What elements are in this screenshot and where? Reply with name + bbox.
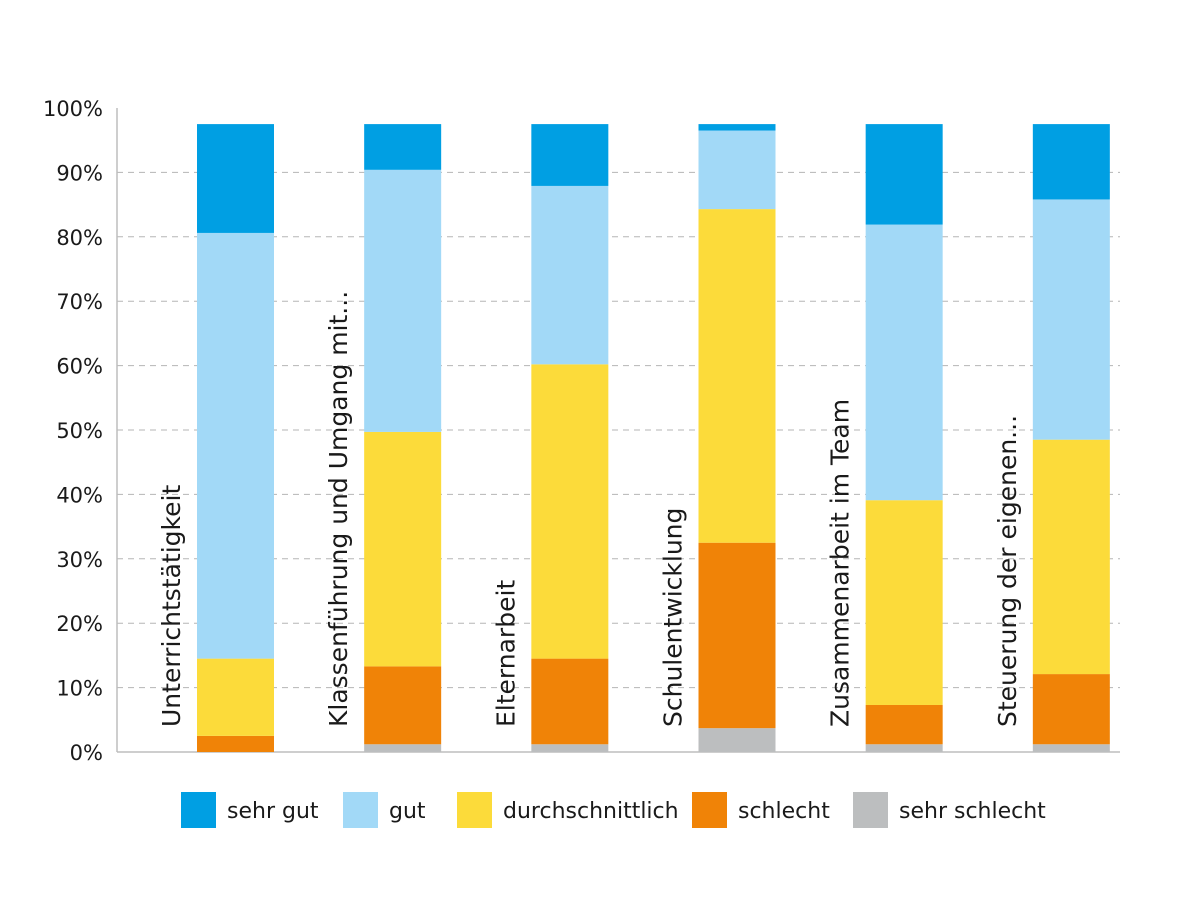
bar-segment-sehr-schlecht xyxy=(364,744,442,752)
y-tick-label: 90% xyxy=(56,161,103,185)
y-axis-ticks: 0% 10% 20% 30% 40% 50% 60% 70% 80% 90% 100% xyxy=(43,97,103,765)
bar-segment-schlecht xyxy=(865,704,943,745)
y-tick-label: 50% xyxy=(56,419,103,443)
y-tick-label: 30% xyxy=(56,548,103,572)
bar-segment-durchschnittlich xyxy=(698,209,776,543)
category-label: Klassenführung und Umgang mit... xyxy=(324,291,353,727)
bar-segment-gut xyxy=(197,232,274,659)
bar-segment-sehr-schlecht xyxy=(698,728,776,752)
bar-segment-gut xyxy=(865,224,943,501)
bar-segment-durchschnittlich xyxy=(1032,439,1110,675)
bar-segment-sehr-gut xyxy=(865,124,943,225)
bar-segment-sehr-schlecht xyxy=(865,744,943,752)
legend-swatch-sehr-gut xyxy=(181,792,216,828)
legend-label-sehr-schlecht: sehr schlecht xyxy=(899,799,1046,824)
bar-segment-durchschnittlich xyxy=(364,431,442,667)
bars xyxy=(197,124,1110,752)
bar-segment-schlecht xyxy=(364,666,442,745)
bar-segment-sehr-gut xyxy=(1032,124,1110,200)
bar-segment-sehr-gut xyxy=(197,124,274,233)
bar-segment-schlecht xyxy=(1032,674,1110,745)
category-labels: Unterrichtstätigkeit Klassenführung und U… xyxy=(157,291,1022,727)
legend-label-schlecht: schlecht xyxy=(738,799,830,824)
category-label: Unterrichtstätigkeit xyxy=(157,485,186,727)
y-tick-label: 20% xyxy=(56,612,103,636)
bar-segment-gut xyxy=(364,169,442,432)
y-tick-label: 60% xyxy=(56,355,103,379)
bar-segment-gut xyxy=(1032,199,1110,440)
category-label: Steuerung der eigenen... xyxy=(993,415,1022,727)
y-tick-label: 40% xyxy=(56,483,103,507)
bar-segment-schlecht xyxy=(531,658,609,745)
y-tick-label: 0% xyxy=(70,741,103,765)
legend-label-durchschnittlich: durchschnittlich xyxy=(503,799,679,824)
bar-segment-gut xyxy=(698,130,776,210)
legend-swatch-gut xyxy=(343,792,378,828)
bar-segment-schlecht xyxy=(197,735,274,752)
bar-segment-durchschnittlich xyxy=(197,658,274,736)
category-label: Schulentwicklung xyxy=(659,508,688,727)
axes xyxy=(116,108,1120,753)
bar-segment-schlecht xyxy=(698,542,776,729)
legend-label-sehr-gut: sehr gut xyxy=(227,799,319,824)
legend-swatch-schlecht xyxy=(692,792,727,828)
bar-segment-sehr-schlecht xyxy=(1032,744,1110,752)
legend-swatch-durchschnittlich xyxy=(457,792,492,828)
y-tick-label: 70% xyxy=(56,290,103,314)
category-label: Zusammenarbeit im Team xyxy=(826,399,855,727)
bar-segment-sehr-schlecht xyxy=(531,744,609,752)
y-tick-label: 100% xyxy=(43,97,103,121)
bar-segment-sehr-gut xyxy=(364,124,442,170)
legend-label-gut: gut xyxy=(389,799,426,824)
bar-segment-gut xyxy=(531,185,609,365)
y-tick-label: 80% xyxy=(56,226,103,250)
y-tick-label: 10% xyxy=(56,677,103,701)
legend-swatch-sehr-schlecht xyxy=(853,792,888,828)
gridlines xyxy=(117,171,1120,689)
legend: sehr gut gut durchschnittlich schlecht sehr … xyxy=(181,792,1046,828)
bar-segment-durchschnittlich xyxy=(531,364,609,659)
bar-segment-durchschnittlich xyxy=(865,500,943,705)
bar-segment-sehr-gut xyxy=(698,124,776,131)
bar-segment-sehr-gut xyxy=(531,124,609,186)
category-label: Elternarbeit xyxy=(491,580,520,727)
